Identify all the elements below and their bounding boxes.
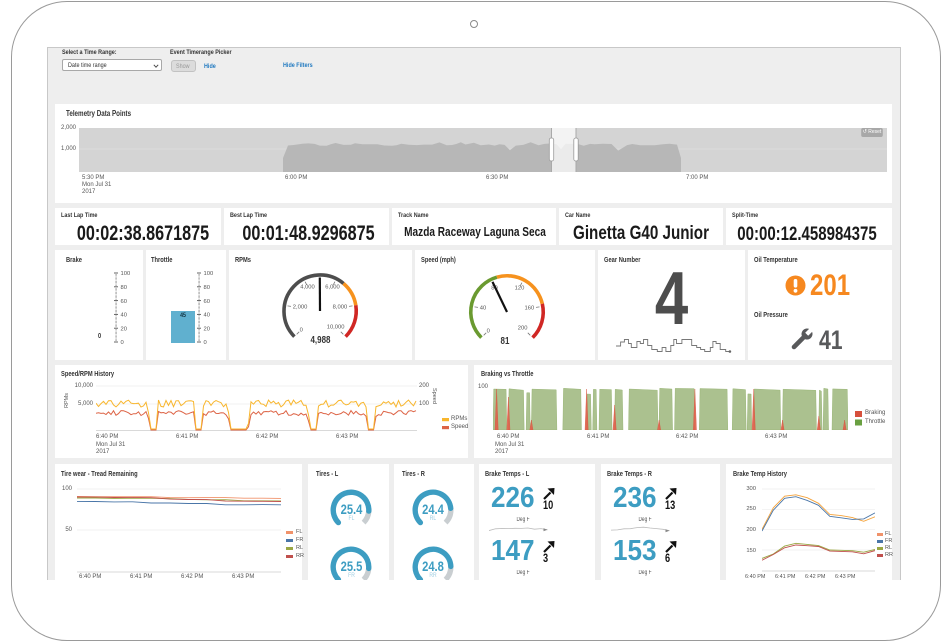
svg-text:100: 100: [204, 271, 214, 277]
svg-text:10,000: 10,000: [327, 325, 345, 331]
svg-text:8,000: 8,000: [333, 305, 348, 311]
svg-text:120: 120: [515, 286, 525, 292]
svg-text:60: 60: [204, 299, 210, 305]
svg-text:80: 80: [204, 285, 210, 291]
svg-text:6,000: 6,000: [325, 285, 340, 291]
svg-text:2,000: 2,000: [293, 305, 308, 311]
svg-text:40: 40: [480, 306, 486, 312]
svg-text:200: 200: [518, 326, 528, 332]
svg-text:20: 20: [121, 326, 127, 332]
svg-text:0: 0: [121, 340, 124, 346]
svg-text:0: 0: [300, 328, 303, 334]
svg-text:80: 80: [121, 285, 127, 291]
svg-text:0: 0: [487, 329, 490, 335]
svg-text:60: 60: [121, 299, 127, 305]
svg-text:4,000: 4,000: [300, 285, 315, 291]
svg-text:100: 100: [121, 271, 131, 277]
svg-text:40: 40: [204, 313, 210, 319]
svg-text:160: 160: [525, 306, 535, 312]
svg-text:20: 20: [204, 326, 210, 332]
